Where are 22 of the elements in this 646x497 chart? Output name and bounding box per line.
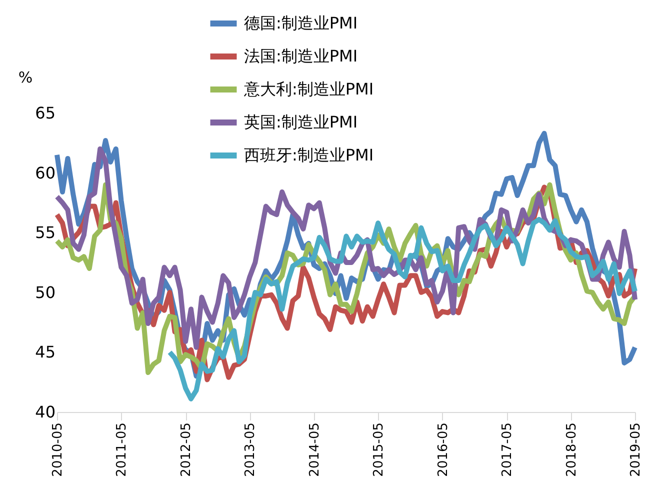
x-tick-label: 2012-05 bbox=[179, 422, 194, 477]
legend-label: 意大利:制造业PMI bbox=[243, 80, 374, 98]
legend-label: 德国:制造业PMI bbox=[244, 14, 358, 32]
legend-label: 法国:制造业PMI bbox=[244, 46, 358, 66]
y-tick-label: 45 bbox=[35, 342, 56, 362]
y-tick-label: 60 bbox=[35, 163, 56, 182]
y-axis-title: % bbox=[18, 68, 33, 86]
x-tick-label: 2018-05 bbox=[564, 422, 580, 477]
legend-label: 西班牙:制造业PMI bbox=[244, 146, 374, 164]
x-tick-label: 2011-05 bbox=[114, 422, 130, 477]
legend-label: 英国:制造业PMI bbox=[244, 112, 358, 132]
y-tick-label: 50 bbox=[35, 282, 56, 302]
x-tick-label: 2016-05 bbox=[436, 422, 451, 477]
x-tick-label: 2017-05 bbox=[500, 422, 516, 477]
x-tick-label: 2014-05 bbox=[307, 422, 322, 477]
y-tick-label: 55 bbox=[35, 223, 56, 242]
x-tick-label: 2013-05 bbox=[243, 422, 258, 477]
y-tick-label: 65 bbox=[35, 104, 56, 122]
x-tick-label: 2010-05 bbox=[50, 422, 66, 477]
x-tick-label: 2019-05 bbox=[628, 422, 644, 477]
y-tick-label: 40 bbox=[35, 402, 56, 422]
x-tick-label: 2015-05 bbox=[372, 422, 387, 477]
